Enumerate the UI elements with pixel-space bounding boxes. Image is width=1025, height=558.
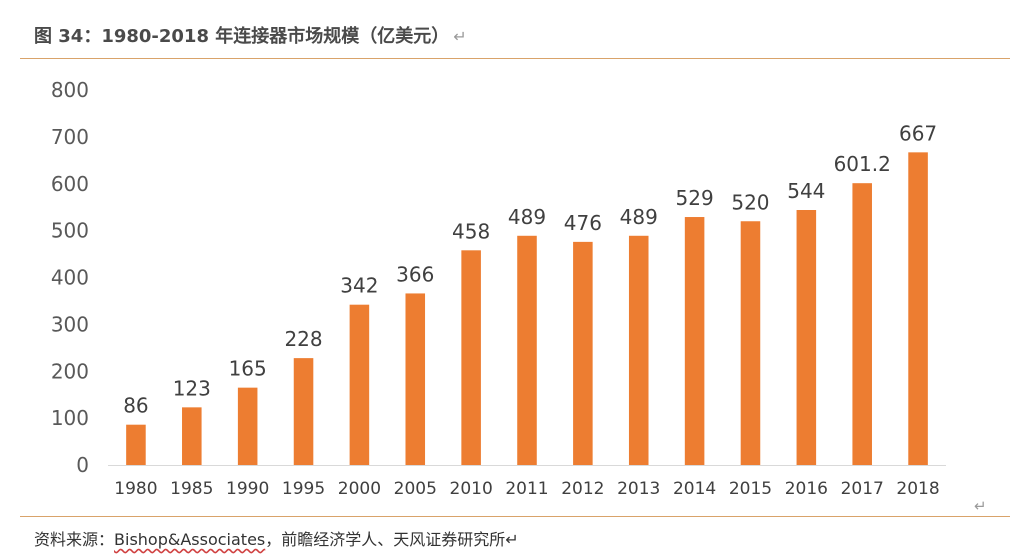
y-tick-label: 700	[51, 125, 89, 149]
source-name: Bishop&Associates	[114, 530, 266, 549]
data-label: 520	[731, 190, 769, 214]
y-tick-label: 600	[51, 172, 89, 196]
data-label: 86	[123, 394, 148, 418]
y-tick-label: 400	[51, 266, 89, 290]
bar	[405, 293, 426, 465]
data-label: 601.2	[834, 152, 891, 176]
y-tick-label: 800	[51, 78, 89, 102]
bar	[852, 183, 872, 465]
y-tick-label: 500	[51, 219, 89, 243]
y-tick-label: 0	[76, 453, 89, 477]
x-tick-label: 2016	[785, 479, 828, 499]
bar	[182, 407, 202, 465]
source-suffix: ，前瞻经济学人、天风证券研究所↵	[265, 530, 519, 549]
y-tick-label: 200	[51, 359, 89, 383]
data-label: 165	[229, 357, 267, 381]
data-label: 342	[340, 274, 378, 298]
y-tick-label: 100	[51, 406, 89, 430]
data-label: 123	[173, 376, 211, 400]
x-tick-label: 1980	[114, 479, 157, 499]
data-label: 458	[452, 219, 490, 243]
x-tick-label: 2017	[841, 479, 884, 499]
x-tick-label: 1990	[226, 479, 269, 499]
x-tick-label: 2011	[505, 479, 548, 499]
paragraph-mark-icon: ↵	[453, 27, 467, 46]
y-axis-ticks: 0 100 200 300 400 500 600 700 800	[51, 78, 89, 477]
bar	[461, 250, 481, 465]
data-label: 529	[676, 186, 714, 210]
x-tick-label: 2013	[617, 479, 660, 499]
source-prefix: 资料来源：	[34, 530, 115, 549]
data-label: 667	[899, 121, 937, 145]
bar	[573, 241, 593, 465]
data-label: 544	[787, 179, 825, 203]
bar	[293, 358, 314, 465]
x-tick-label: 1995	[282, 479, 325, 499]
x-tick-label: 1985	[170, 479, 213, 499]
bar	[796, 210, 817, 465]
data-label: 489	[508, 205, 546, 229]
y-tick-label: 300	[51, 312, 89, 336]
figure-title: 图 34：1980-2018 年连接器市场规模（亿美元） ↵	[34, 22, 467, 48]
bar	[126, 424, 146, 465]
paragraph-mark-icon: ↵	[974, 497, 987, 515]
bar	[628, 235, 649, 465]
data-label: 228	[284, 327, 322, 351]
bar	[740, 221, 761, 465]
bar-series	[126, 152, 928, 465]
source-note: 资料来源：Bishop&Associates，前瞻经济学人、天风证券研究所↵	[34, 526, 519, 550]
bar	[517, 235, 537, 465]
data-labels: 86 123 165 228 342 366 458 489 476 489 529 520 544 60…	[123, 121, 937, 417]
x-tick-label: 2012	[561, 479, 604, 499]
data-label: 476	[564, 211, 602, 235]
x-tick-label: 2015	[729, 479, 772, 499]
bar	[237, 387, 258, 465]
bottom-divider	[20, 516, 1010, 517]
top-divider	[20, 58, 1010, 59]
bar	[908, 152, 928, 465]
x-tick-label: 2018	[896, 479, 939, 499]
figure-title-text: 图 34：1980-2018 年连接器市场规模（亿美元）	[34, 26, 450, 47]
data-label: 489	[620, 205, 658, 229]
data-label: 366	[396, 262, 434, 286]
x-axis-ticks: 1980 1985 1990 1995 2000 2005 2010 2011 2012 2013…	[114, 479, 939, 499]
x-tick-label: 2010	[450, 479, 493, 499]
x-tick-label: 2005	[394, 479, 437, 499]
bar	[349, 304, 370, 465]
x-tick-label: 2000	[338, 479, 381, 499]
bar	[684, 217, 705, 465]
x-tick-label: 2014	[673, 479, 716, 499]
